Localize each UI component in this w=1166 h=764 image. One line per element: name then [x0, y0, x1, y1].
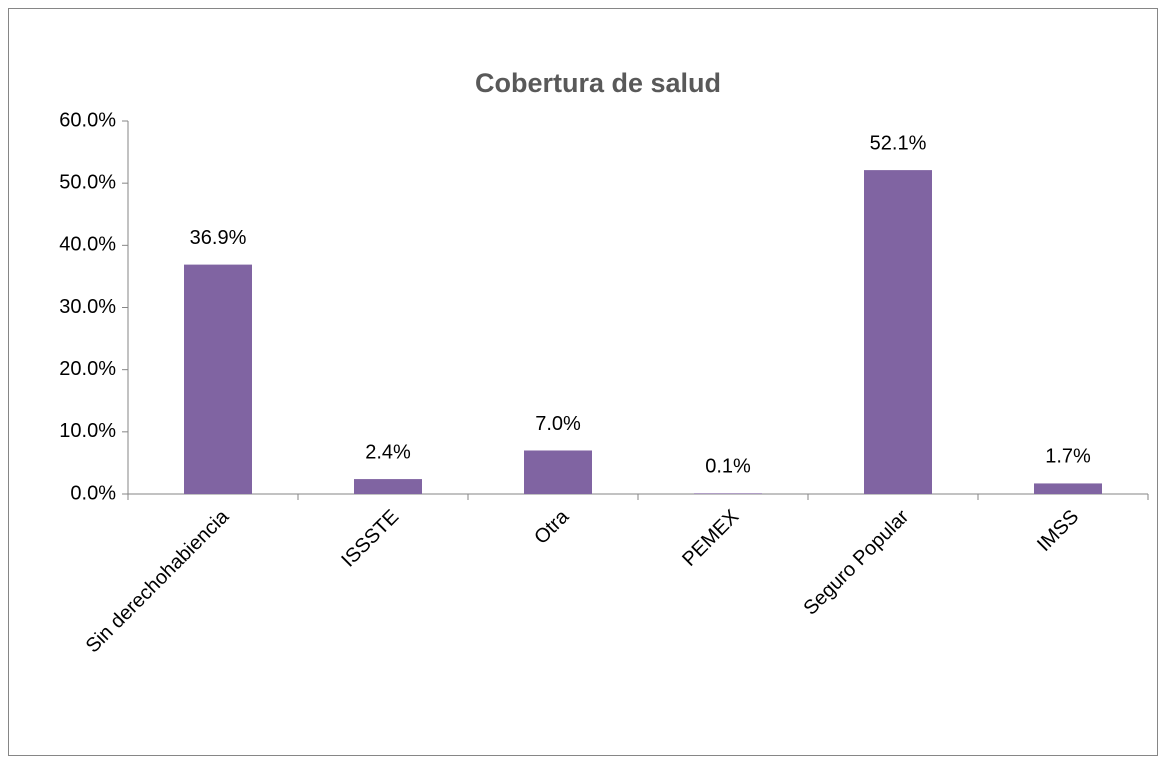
- chart-border: [8, 8, 1158, 756]
- value-label: 2.4%: [365, 441, 411, 463]
- chart-title: Cobertura de salud: [475, 68, 721, 98]
- value-label: 36.9%: [190, 227, 247, 249]
- y-tick-label: 50.0%: [59, 171, 116, 193]
- y-tick-label: 30.0%: [59, 296, 116, 318]
- bar: [184, 264, 252, 494]
- value-label: 1.7%: [1045, 446, 1091, 468]
- bar: [864, 170, 932, 494]
- value-label: 7.0%: [535, 413, 581, 435]
- value-label: 0.1%: [705, 456, 751, 478]
- y-tick-label: 40.0%: [59, 234, 116, 256]
- y-tick-label: 10.0%: [59, 420, 116, 442]
- value-label: 52.1%: [870, 132, 927, 154]
- bar: [354, 479, 422, 494]
- y-tick-label: 0.0%: [70, 482, 116, 504]
- y-tick-label: 60.0%: [59, 109, 116, 131]
- bar: [694, 493, 762, 494]
- y-tick-label: 20.0%: [59, 358, 116, 380]
- bar: [1034, 483, 1102, 494]
- bar: [524, 450, 592, 494]
